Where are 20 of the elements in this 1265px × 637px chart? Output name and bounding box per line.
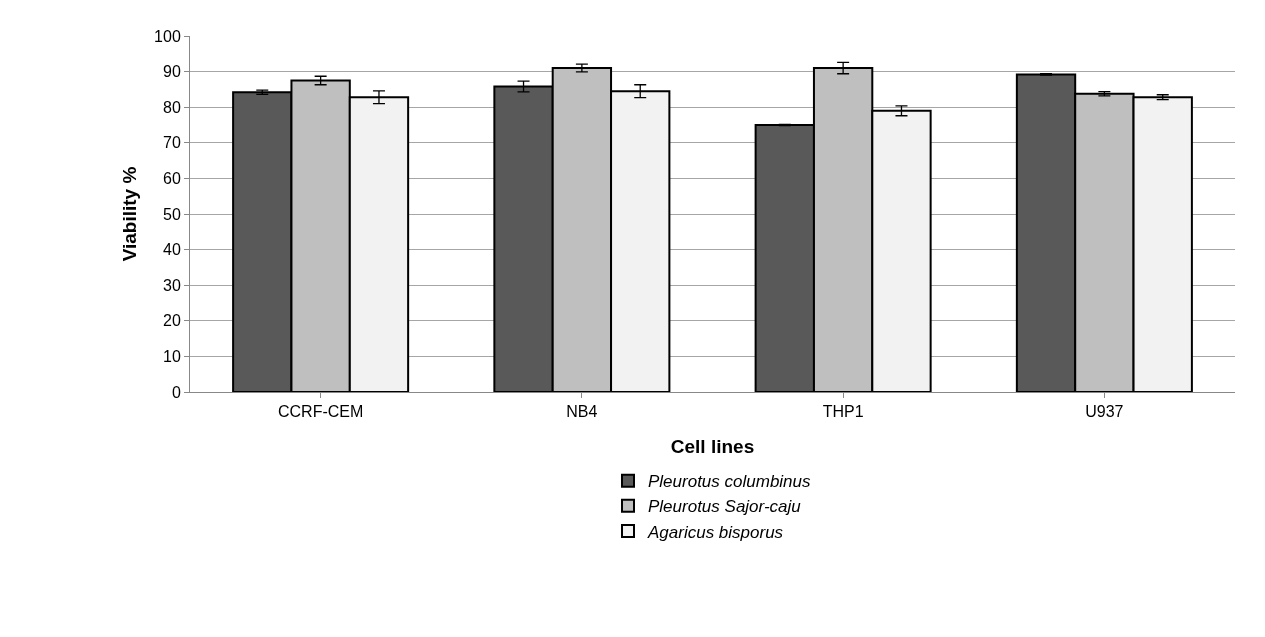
x-tick-label: THP1 xyxy=(822,403,864,421)
y-tick-label: 60 xyxy=(163,170,181,187)
x-axis-title: Cell lines xyxy=(670,436,755,457)
y-tick-label: 70 xyxy=(163,134,181,152)
y-tick-label: 80 xyxy=(163,98,181,116)
legend-label: Agaricus bisporus xyxy=(647,522,784,542)
y-tick-label: 50 xyxy=(163,205,181,223)
y-tick-label: 40 xyxy=(163,241,181,259)
x-tick-label: NB4 xyxy=(566,403,598,421)
y-axis-title: Viability % xyxy=(118,166,140,262)
legend-label: Pleurotus columbinus xyxy=(648,472,812,492)
y-tick-label: 90 xyxy=(163,63,181,81)
y-tick-label: 100 xyxy=(154,27,181,45)
y-tick-label: 20 xyxy=(163,312,181,330)
y-tick-label: 30 xyxy=(163,276,181,294)
y-tick-label: 10 xyxy=(163,348,181,365)
legend-label: Pleurotus Sajor-caju xyxy=(648,497,802,517)
y-tick-label: 0 xyxy=(171,383,181,401)
x-tick-label: CCRF-CEM xyxy=(277,403,364,421)
x-tick-label: U937 xyxy=(1085,403,1124,421)
